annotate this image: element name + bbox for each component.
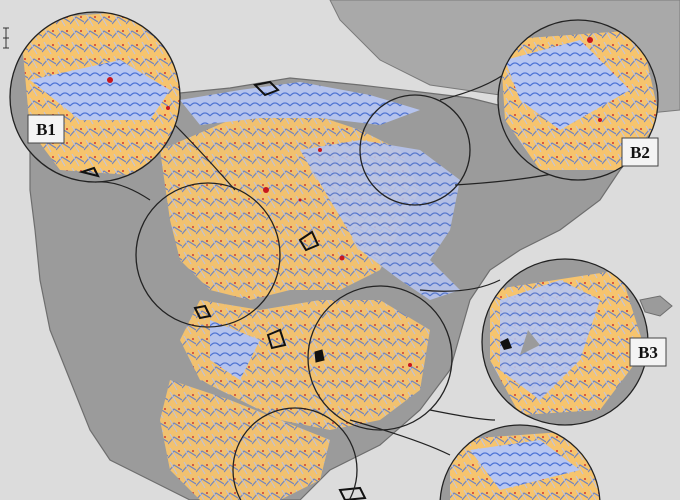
inset-b2-label-text: B2 bbox=[630, 143, 650, 162]
inset-b1-label: B1 bbox=[27, 114, 65, 144]
selection-circle-b3 bbox=[307, 285, 453, 431]
hotspot-layer bbox=[263, 148, 412, 367]
inset-b3-label-text: B3 bbox=[638, 343, 658, 362]
habitat-layer bbox=[160, 82, 460, 500]
inset-b3 bbox=[482, 259, 648, 425]
selection-circles bbox=[135, 94, 471, 500]
inset-b1-border bbox=[9, 11, 181, 183]
inset-b4-border bbox=[439, 424, 601, 500]
scale-mark bbox=[3, 27, 9, 49]
selection-circle-b4 bbox=[232, 407, 358, 500]
land-balearics bbox=[639, 295, 673, 317]
selection-circle-b2 bbox=[359, 94, 471, 206]
inset-b3-label: B3 bbox=[629, 337, 667, 367]
reservoir-layer bbox=[193, 80, 367, 500]
inset-b2-label: B2 bbox=[621, 137, 659, 167]
inset-b2-border bbox=[497, 19, 659, 181]
selection-circle-b1 bbox=[135, 182, 281, 328]
inset-b1-label-text: B1 bbox=[36, 120, 56, 139]
